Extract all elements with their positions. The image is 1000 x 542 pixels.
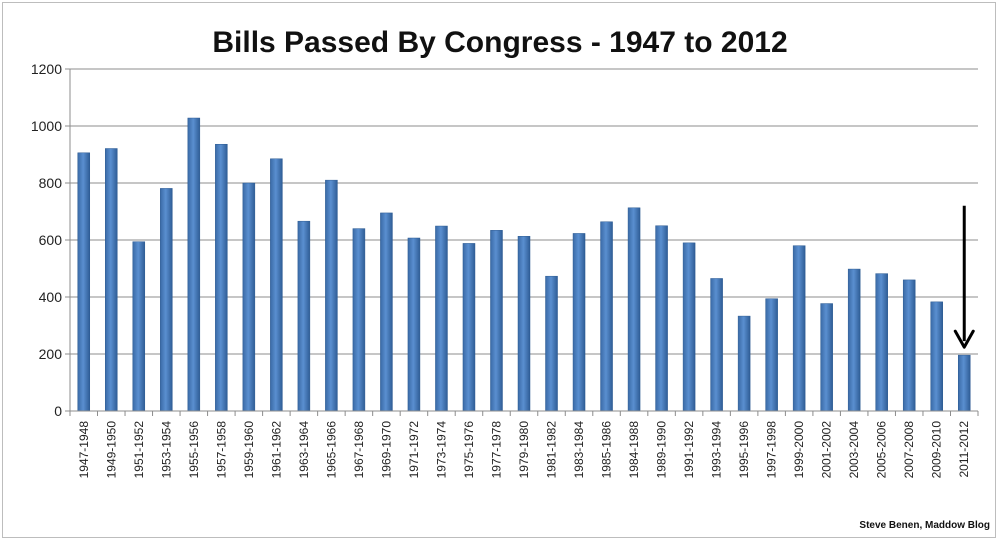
x-tick-label: 1989-1990	[655, 421, 669, 479]
x-tick-label: 1999-2000	[792, 421, 806, 479]
bar	[270, 158, 283, 412]
bar	[847, 268, 861, 412]
bar	[187, 117, 201, 412]
x-tick-label: 2007-2008	[902, 421, 916, 479]
y-tick-label: 400	[39, 289, 63, 305]
bar	[875, 273, 888, 412]
x-tick-label: 1949-1950	[104, 421, 118, 479]
x-tick-label: 1947-1948	[77, 421, 91, 479]
x-tick-label: 1967-1968	[352, 421, 366, 479]
bar	[957, 354, 971, 412]
x-axis-ticks: 1947-1948 1949-1950 1951-1952 1953-1954 1955…	[69, 411, 979, 479]
bar	[352, 228, 366, 412]
x-tick-label: 1991-1992	[682, 421, 696, 479]
bar	[215, 143, 228, 412]
x-tick-label: 2011-2012	[957, 421, 971, 478]
arrow-annotation	[953, 205, 975, 349]
bar	[792, 245, 806, 412]
x-tick-label: 2003-2004	[847, 421, 861, 479]
bar	[627, 207, 641, 412]
bar	[545, 275, 558, 412]
y-tick-label: 800	[39, 175, 63, 191]
bar	[930, 301, 943, 412]
bar	[462, 243, 476, 412]
bar	[820, 303, 833, 412]
x-tick-label: 1977-1978	[489, 421, 503, 479]
x-tick-label: 1983-1984	[572, 421, 586, 479]
bar	[572, 233, 586, 412]
bar	[490, 230, 503, 412]
x-tick-label: 1957-1958	[214, 421, 228, 479]
bar	[160, 188, 173, 412]
x-tick-label: 1961-1962	[269, 421, 283, 479]
bar	[325, 179, 338, 412]
bar	[737, 315, 751, 412]
bar	[77, 152, 91, 412]
y-axis-ticks: 0 200 400 600 800 1000 1200	[31, 61, 70, 419]
chart-title: Bills Passed By Congress - 1947 to 2012	[212, 26, 787, 59]
x-tick-label: 1959-1960	[242, 421, 256, 479]
x-tick-label: 1971-1972	[407, 421, 421, 479]
x-tick-label: 1965-1966	[324, 421, 338, 479]
bar	[380, 212, 393, 412]
axes	[69, 69, 978, 412]
bar	[407, 237, 421, 412]
bar	[435, 225, 448, 412]
bar	[710, 278, 723, 412]
bar	[902, 279, 916, 412]
x-tick-label: 1975-1976	[462, 421, 476, 479]
x-tick-label: 1997-1998	[765, 421, 779, 479]
x-tick-label: 1963-1964	[297, 421, 311, 479]
y-tick-label: 1000	[31, 118, 62, 134]
x-tick-label: 1985-1986	[600, 421, 614, 479]
bar	[655, 225, 668, 412]
x-tick-label: 1973-1974	[434, 421, 448, 479]
x-tick-label: 1981-1982	[545, 421, 559, 479]
x-tick-label: 2001-2002	[820, 421, 834, 479]
x-tick-label: 1993-1994	[710, 421, 724, 479]
y-tick-label: 1200	[31, 61, 62, 77]
bars	[77, 117, 971, 412]
y-tick-label: 0	[54, 403, 62, 419]
chart-credit: Steve Benen, Maddow Blog	[859, 520, 990, 531]
x-tick-label: 1979-1980	[517, 421, 531, 479]
x-tick-label: 2005-2006	[875, 421, 889, 479]
bar	[297, 220, 311, 412]
x-tick-label: 1953-1954	[159, 421, 173, 479]
x-tick-label: 1984-1988	[627, 421, 641, 479]
x-tick-label: 1951-1952	[132, 421, 146, 479]
bar	[105, 148, 118, 412]
arrow-head	[953, 329, 975, 349]
x-tick-label: 1995-1996	[737, 421, 751, 479]
bar	[682, 242, 696, 412]
bar	[600, 221, 613, 412]
y-tick-label: 600	[39, 232, 63, 248]
x-tick-label: 1955-1956	[187, 421, 201, 479]
y-tick-label: 200	[39, 346, 63, 362]
bar	[132, 241, 146, 412]
bar	[242, 182, 256, 412]
bar	[517, 236, 531, 412]
bar	[765, 298, 778, 412]
x-tick-label: 1969-1970	[379, 421, 393, 479]
x-tick-label: 2009-2010	[930, 421, 944, 479]
